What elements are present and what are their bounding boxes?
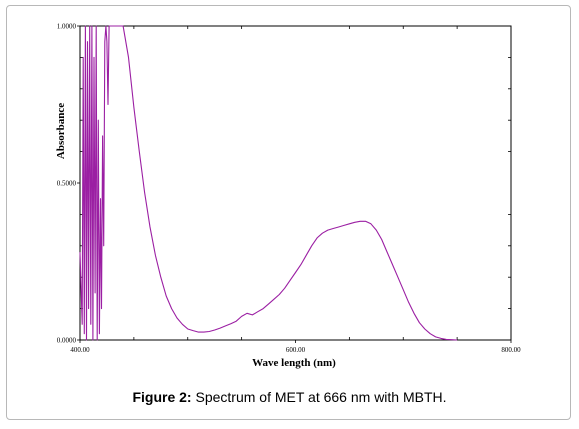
spectrum-chart: 400.00 600.00 800.00 0.0000 0.5000 1.0000 Wa… <box>55 23 521 370</box>
x-tick-label: 400.00 <box>70 346 90 354</box>
caption-label: Figure 2: <box>132 389 192 405</box>
plot-border <box>79 25 512 341</box>
plot-area <box>79 25 512 341</box>
caption-text: Spectrum of MET at 666 nm with MBTH. <box>191 389 447 405</box>
figure-caption: Figure 2: Spectrum of MET at 666 nm with… <box>0 389 579 405</box>
y-tick-label: 1.0000 <box>57 23 77 31</box>
series-layer <box>79 25 458 341</box>
y-axis-label: Absorbance <box>55 103 67 159</box>
spectrum-line <box>79 25 458 341</box>
y-tick-label: 0.0000 <box>57 337 77 345</box>
x-axis-label: Wave length (nm) <box>252 357 336 369</box>
y-tick-label: 0.5000 <box>57 180 77 188</box>
x-tick-label: 600.00 <box>286 346 306 354</box>
y-axis: 0.0000 0.5000 1.0000 <box>57 23 80 345</box>
figure-frame <box>6 5 571 420</box>
x-axis: 400.00 600.00 800.00 <box>70 340 521 354</box>
x-tick-label: 800.00 <box>501 346 521 354</box>
